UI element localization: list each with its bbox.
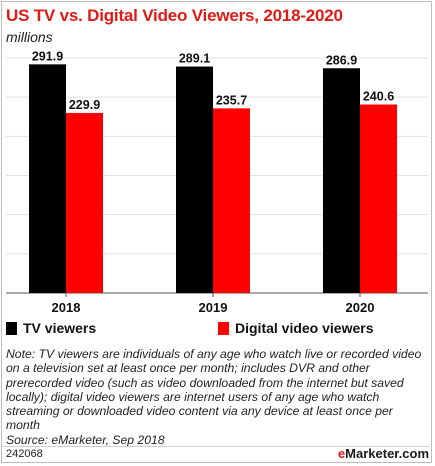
x-tick-label-2018: 2018 [52, 300, 81, 315]
x-tick-label-2020: 2020 [346, 300, 375, 315]
legend-item-tv-viewers: TV viewers [6, 318, 96, 338]
footer-divider [2, 446, 429, 447]
source-text: Source: eMarketer, Sep 2018 [6, 432, 165, 447]
bar-tv-viewers-2020 [323, 68, 360, 294]
brand-logo-suffix: .com [398, 446, 429, 461]
brand-logo-name: Marketer [345, 446, 399, 461]
bar-digital-video-viewers-2018 [66, 112, 103, 293]
data-label-digital-video-viewers-2018: 229.9 [69, 98, 100, 112]
bar-digital-video-viewers-2019 [213, 108, 250, 293]
legend-swatch-digital-video-viewers [218, 321, 229, 335]
x-tick-label-2019: 2019 [199, 300, 228, 315]
brand-logo-e: e [337, 446, 346, 461]
chart-note: Note: TV viewers are individuals of any … [6, 347, 424, 447]
data-label-tv-viewers-2020: 286.9 [326, 53, 357, 67]
bar-tv-viewers-2018 [29, 64, 66, 293]
data-label-tv-viewers-2018: 291.9 [32, 49, 63, 63]
legend-label-digital-video-viewers: Digital video viewers [235, 320, 374, 336]
data-label-digital-video-viewers-2019: 235.7 [216, 93, 247, 107]
bar-digital-video-viewers-2020 [360, 104, 397, 293]
legend-label-tv-viewers: TV viewers [23, 320, 97, 336]
data-label-digital-video-viewers-2020: 240.6 [363, 90, 394, 104]
note-text: Note: TV viewers are individuals of any … [6, 347, 422, 433]
legend-item-digital-video-viewers: Digital video viewers [218, 318, 374, 338]
chart-subtitle: millions [6, 29, 53, 45]
legend-swatch-tv-viewers [6, 321, 17, 335]
data-label-tv-viewers-2019: 289.1 [179, 52, 210, 66]
chart-title: US TV vs. Digital Video Viewers, 2018-20… [6, 6, 343, 25]
bar-chart: 291.9 229.9 2018 289.1 235.7 2019 286.9 240.6 20… [6, 49, 428, 315]
chart-id: 242068 [6, 448, 43, 460]
brand-logo: eMarketer.com [338, 446, 429, 461]
bar-tv-viewers-2019 [176, 66, 213, 293]
